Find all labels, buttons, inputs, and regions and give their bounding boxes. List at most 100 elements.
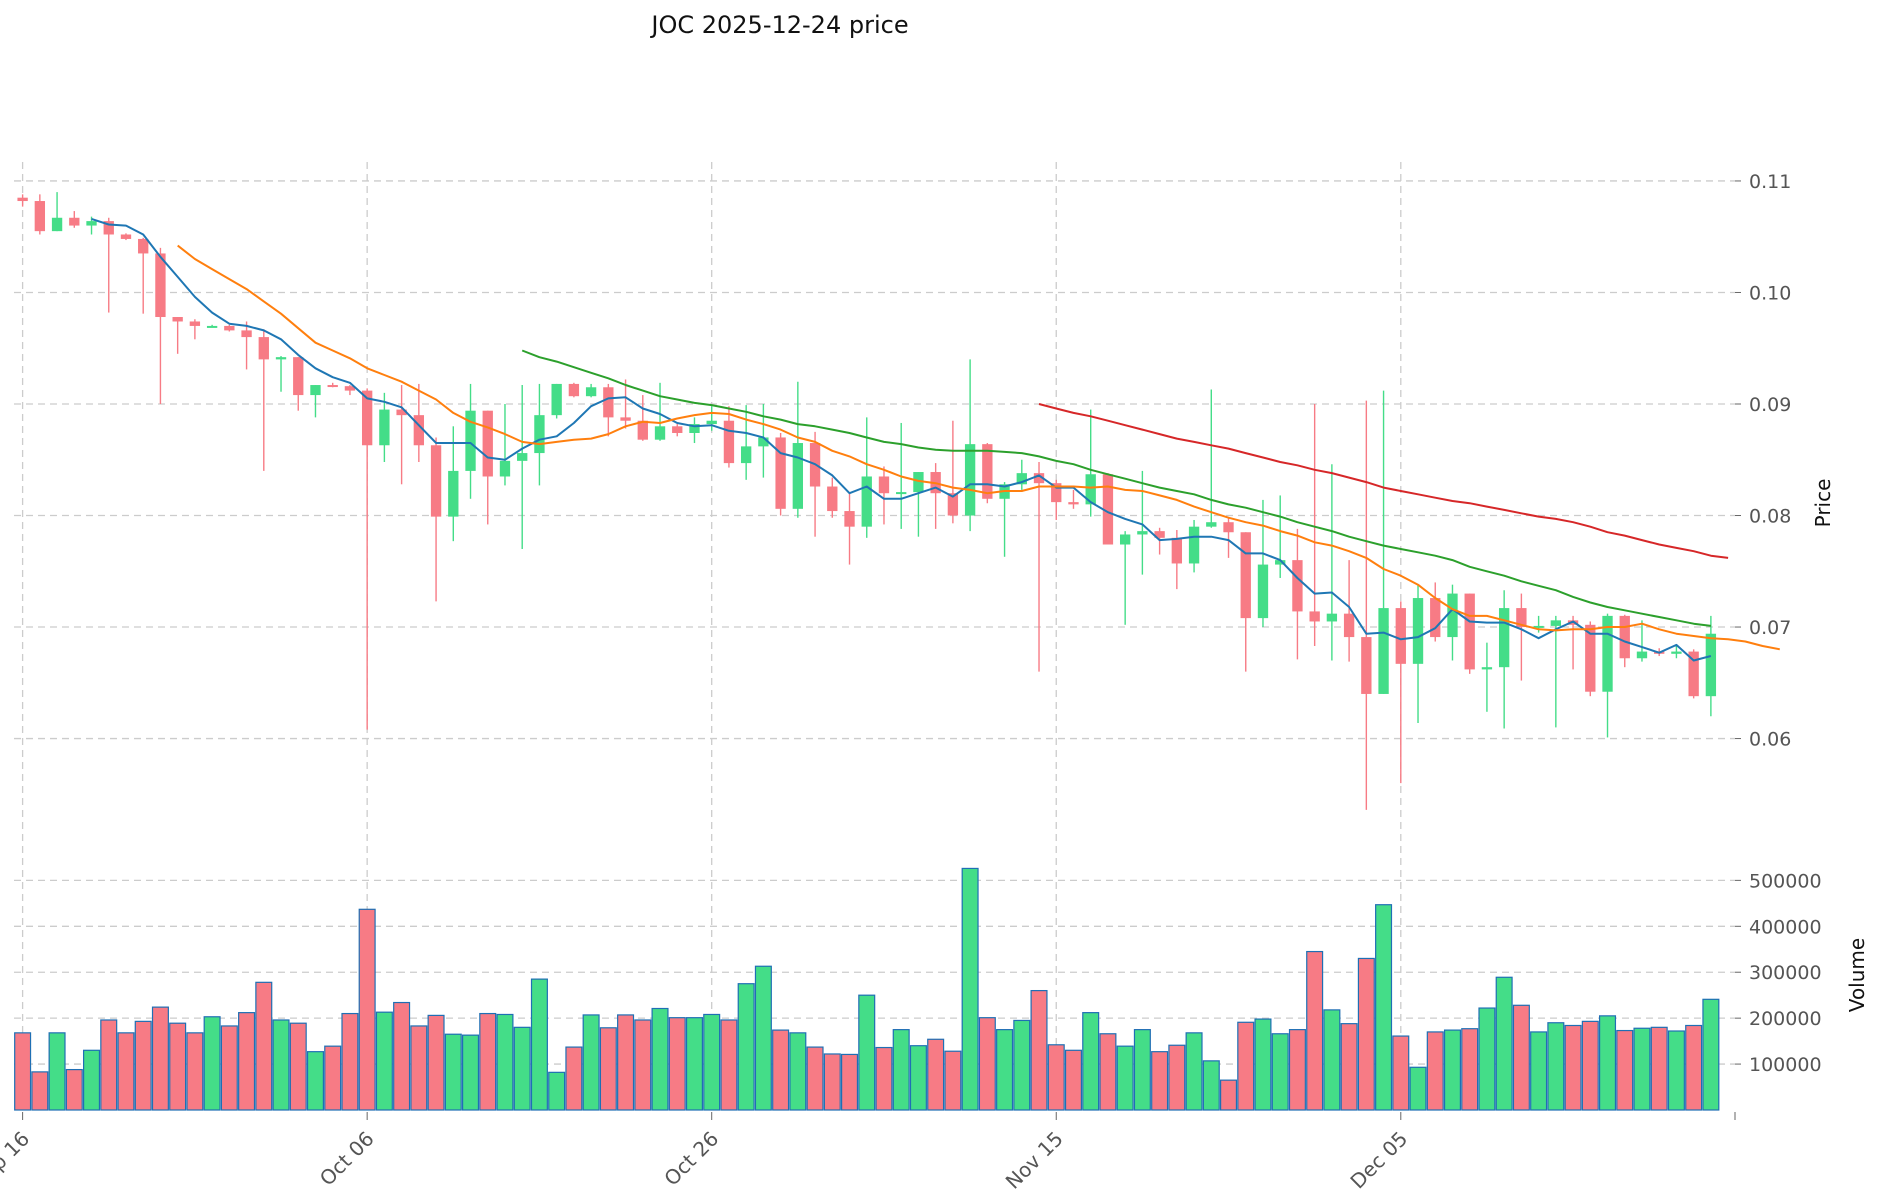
- moving-average-line-ma60: [1038, 403, 1729, 559]
- moving-average-line-ma30: [521, 349, 1712, 627]
- candle-body: [1447, 593, 1458, 638]
- volume-bar: [1650, 1026, 1668, 1111]
- candle-body: [1137, 531, 1148, 535]
- candle-body: [689, 424, 700, 433]
- volume-bar: [1633, 1027, 1651, 1111]
- volume-bar: [1357, 957, 1375, 1111]
- volume-bar: [169, 1022, 187, 1111]
- candle-body: [361, 390, 373, 446]
- volume-bar: [927, 1038, 945, 1111]
- candle-body: [1154, 531, 1165, 538]
- candle-body: [172, 317, 183, 322]
- price-axis-label: Price: [1811, 479, 1835, 528]
- volume-bar: [1099, 1033, 1117, 1111]
- volume-bar: [203, 1016, 221, 1111]
- volume-bar: [1667, 1030, 1685, 1111]
- volume-bar: [789, 1032, 807, 1111]
- volume-tick-label: 400000: [1749, 916, 1822, 938]
- volume-bar: [1340, 1023, 1358, 1111]
- volume-bar: [255, 981, 273, 1111]
- volume-bar: [1030, 989, 1048, 1111]
- candle-body: [413, 415, 425, 446]
- candle-body: [34, 201, 46, 232]
- candle-body: [1343, 613, 1355, 638]
- candle-body: [964, 444, 976, 516]
- volume-bar: [238, 1012, 256, 1111]
- volume-bar: [1133, 1029, 1151, 1111]
- candle-body: [344, 386, 356, 391]
- volume-bar: [1616, 1029, 1634, 1111]
- candle-body: [1550, 620, 1562, 626]
- volume-bar: [1392, 1035, 1410, 1111]
- chart-title: JOC 2025-12-24 price: [649, 11, 908, 39]
- volume-bar: [1564, 1024, 1582, 1111]
- volume-bar: [1288, 1029, 1306, 1111]
- candle-body: [327, 385, 338, 388]
- candle-body: [603, 387, 614, 418]
- volume-bar: [220, 1025, 238, 1111]
- volume-bar: [496, 1013, 514, 1111]
- volume-bar: [1219, 1079, 1238, 1111]
- volume-bar: [1478, 1007, 1496, 1111]
- candle-body: [585, 387, 597, 397]
- volume-axis-label: Volume: [1845, 938, 1869, 1012]
- volume-bar: [151, 1006, 169, 1111]
- candle-body: [396, 409, 407, 416]
- volume-bar: [634, 1019, 652, 1111]
- candle-body: [1275, 560, 1286, 565]
- volume-bar: [1151, 1051, 1169, 1111]
- candle-body: [275, 357, 287, 360]
- volume-bar: [82, 1049, 101, 1111]
- candle-body: [827, 486, 838, 512]
- volume-bar: [186, 1032, 204, 1111]
- candle-body: [1292, 560, 1303, 612]
- volume-bar: [1426, 1031, 1444, 1111]
- volume-bar: [272, 1019, 290, 1111]
- volume-bar: [840, 1053, 859, 1111]
- volume-bar: [479, 1012, 497, 1111]
- candle-body: [1206, 522, 1217, 527]
- candle-body: [138, 238, 149, 254]
- candle-body: [706, 420, 717, 425]
- candle-body: [1585, 624, 1596, 692]
- candle-body: [258, 337, 269, 360]
- candle-body: [1051, 483, 1062, 503]
- volume-bar: [341, 1012, 359, 1111]
- candle-body: [1188, 526, 1200, 564]
- volume-bar: [1323, 1009, 1341, 1111]
- volume-bar: [306, 1051, 325, 1111]
- candle-body: [723, 420, 735, 464]
- candle-body: [1481, 667, 1493, 670]
- volume-tick-label: 300000: [1749, 962, 1822, 984]
- volume-bar: [461, 1034, 480, 1111]
- volume-bar: [548, 1071, 566, 1111]
- candle-body: [17, 197, 28, 202]
- volume-bar: [909, 1045, 927, 1111]
- candle-body: [120, 234, 132, 239]
- candle-body: [913, 472, 924, 493]
- candle-body: [1430, 598, 1441, 638]
- volume-bar: [1495, 976, 1513, 1111]
- volume-bar: [48, 1032, 66, 1111]
- volume-bar: [978, 1017, 996, 1111]
- price-tick-label: 0.08: [1749, 506, 1791, 528]
- candle-body: [499, 460, 511, 477]
- candle-body: [86, 221, 97, 226]
- volume-bar: [1237, 1021, 1255, 1111]
- candle-body: [1361, 637, 1372, 694]
- volume-bar: [772, 1029, 790, 1111]
- volume-bar: [599, 1027, 617, 1111]
- volume-bar: [530, 978, 548, 1111]
- volume-bar: [134, 1020, 152, 1111]
- candle-body: [1412, 598, 1424, 664]
- candle-body: [947, 493, 959, 516]
- candle-body: [1171, 537, 1183, 564]
- candle-body: [672, 426, 683, 433]
- candle-body: [758, 437, 769, 447]
- volume-bar: [1530, 1031, 1548, 1111]
- volume-bar: [703, 1013, 721, 1111]
- volume-bar: [65, 1068, 83, 1111]
- volume-bar: [737, 983, 755, 1111]
- price-tick-label: 0.07: [1749, 617, 1791, 639]
